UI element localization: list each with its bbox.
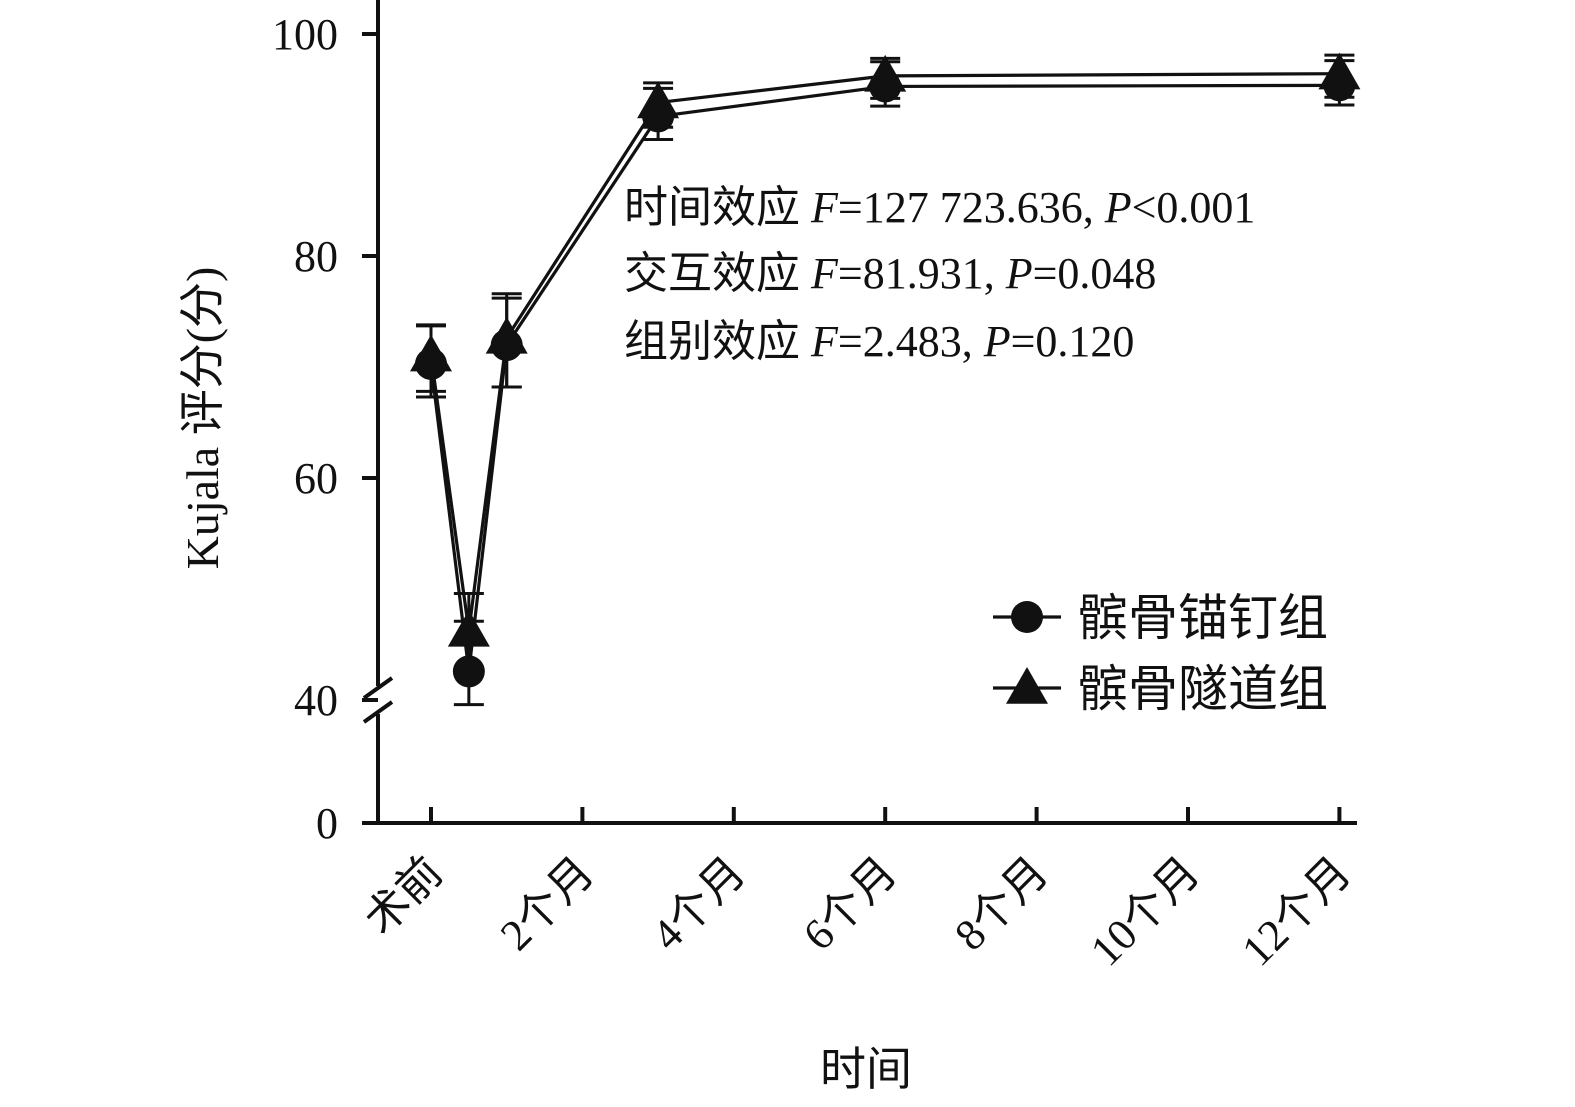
data-point-triangle xyxy=(485,316,528,354)
stats-annotation-segment: F xyxy=(810,317,839,366)
stats-annotation-segment: 交互效应 xyxy=(624,249,811,298)
stats-annotation-segment: =2.483, xyxy=(838,317,984,366)
stats-annotation-line: 时间效应 F=127 723.636, P<0.001 xyxy=(624,183,1255,232)
legend-label: 髌骨隧道组 xyxy=(1078,661,1328,717)
data-point-triangle xyxy=(637,81,680,119)
data-point-triangle xyxy=(864,54,907,92)
stats-annotation-segment: =0.048 xyxy=(1033,249,1157,298)
x-tick-label: 2个月 xyxy=(491,847,603,959)
stats-annotation-segment: =0.120 xyxy=(1011,317,1135,366)
series-line xyxy=(429,83,1340,674)
x-tick-label: 6个月 xyxy=(794,847,906,959)
y-axis-title: Kujala 评分(分) xyxy=(177,267,228,570)
stats-annotation-line: 交互效应 F=81.931, P=0.048 xyxy=(624,249,1156,298)
stats-annotation-segment: P xyxy=(1005,249,1033,298)
stats-annotation-segment: P xyxy=(983,317,1011,366)
series-line xyxy=(429,72,1340,633)
y-tick-label: 0 xyxy=(316,799,338,848)
x-tick-label: 10个月 xyxy=(1081,847,1209,975)
y-axis-break-mark xyxy=(362,700,394,724)
legend-item: 髌骨锚钉组 xyxy=(993,590,1328,646)
stats-annotation-segment: F xyxy=(810,183,839,232)
y-tick-label: 60 xyxy=(294,454,338,503)
data-point-triangle xyxy=(447,609,490,647)
x-tick-label: 术前 xyxy=(355,847,452,944)
legend-item: 髌骨隧道组 xyxy=(993,661,1328,717)
legend-marker-triangle xyxy=(1006,667,1048,704)
axes: 0 40 60 80 100 术前 2个月 4个月 6个月 8个月 10个月 12个月 xyxy=(272,0,1360,975)
stats-annotation-segment: =81.931, xyxy=(838,249,1006,298)
series-layer xyxy=(410,52,1361,707)
y-tick-label: 80 xyxy=(294,232,338,281)
x-tick-label: 8个月 xyxy=(945,847,1057,959)
stats-annotation-segment: P xyxy=(1104,183,1132,232)
y-tick-label: 40 xyxy=(294,676,338,725)
stats-annotation-segment: F xyxy=(810,249,839,298)
stats-annotation-line: 组别效应 F=2.483, P=0.120 xyxy=(624,317,1134,366)
stats-annotation-segment: 时间效应 xyxy=(624,183,811,232)
y-tick-label: 100 xyxy=(272,10,338,59)
x-axis-title: 时间 xyxy=(820,1044,912,1095)
y-axis-break-mark xyxy=(362,676,394,700)
data-point-triangle xyxy=(410,334,452,372)
series-triangle xyxy=(410,52,1361,675)
stats-annotation-segment: <0.001 xyxy=(1132,183,1256,232)
data-point-triangle xyxy=(1318,52,1361,90)
legend-label: 髌骨锚钉组 xyxy=(1078,590,1328,646)
stats-annotation-segment: =127 723.636, xyxy=(838,183,1105,232)
legend-marker-circle xyxy=(1011,601,1043,633)
x-tick-label: 12个月 xyxy=(1232,847,1360,975)
x-tick-label: 4个月 xyxy=(642,847,754,959)
stats-annotation-segment: 组别效应 xyxy=(624,317,811,366)
